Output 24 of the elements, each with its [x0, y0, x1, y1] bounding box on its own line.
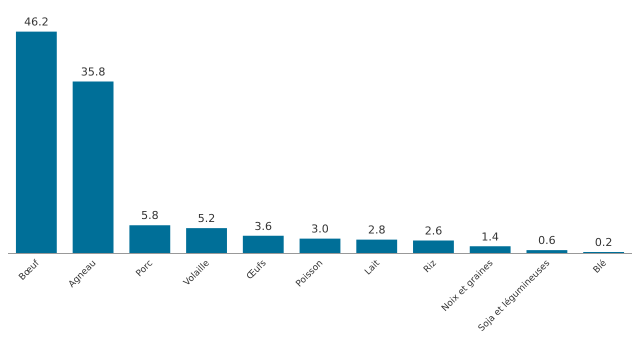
bar — [242, 236, 284, 253]
data-label: 1.4 — [481, 230, 499, 244]
data-label: 2.8 — [368, 224, 386, 237]
x-tick-label: Lait — [363, 258, 382, 278]
x-tick-label: Blé — [591, 258, 610, 276]
bar — [186, 228, 227, 253]
bar — [470, 246, 511, 253]
bar — [129, 225, 170, 253]
data-label: 3.0 — [311, 222, 329, 236]
data-label: 2.6 — [424, 224, 442, 238]
x-tick-label: Riz — [422, 258, 439, 276]
data-label: 5.2 — [198, 212, 216, 226]
data-label: 46.2 — [24, 16, 49, 29]
bar — [16, 32, 57, 253]
data-label: 5.8 — [141, 209, 159, 222]
data-label: 0.2 — [594, 236, 612, 250]
bar — [526, 250, 568, 253]
data-label: 0.6 — [538, 234, 556, 248]
bar — [300, 238, 340, 253]
data-label: 35.8 — [80, 65, 106, 78]
bar — [72, 81, 114, 253]
bar — [413, 240, 454, 253]
bar — [356, 240, 398, 253]
data-label: 3.6 — [254, 220, 272, 233]
